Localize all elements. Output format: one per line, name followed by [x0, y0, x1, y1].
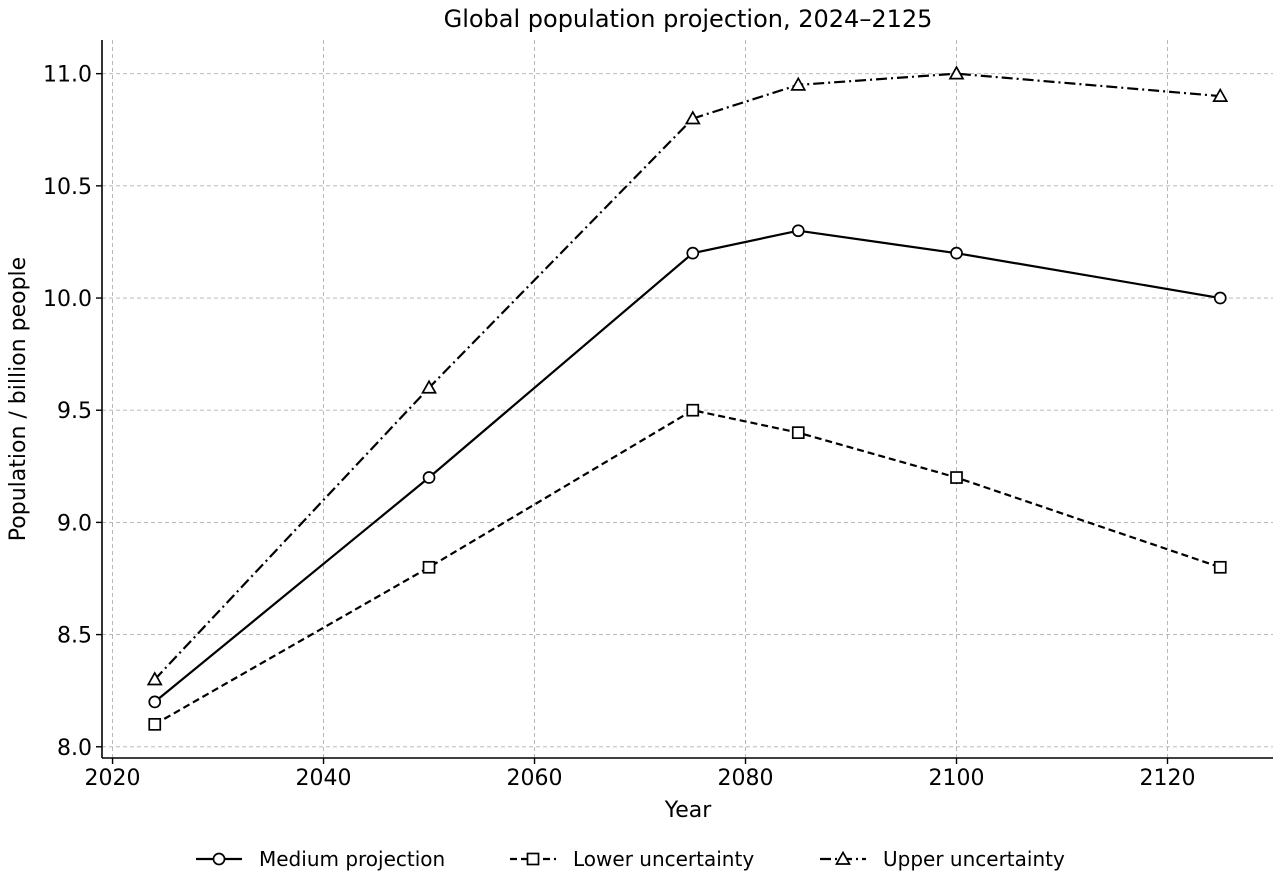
legend-label: Medium projection — [259, 847, 445, 871]
x-tick-label: 2060 — [507, 766, 563, 791]
y-tick-label: 9.0 — [57, 511, 92, 536]
legend-marker — [526, 852, 540, 866]
y-tick-label: 10.5 — [43, 175, 92, 200]
data-point — [1213, 291, 1227, 305]
y-tick-label: 8.0 — [57, 736, 92, 761]
series-upper-uncertainty — [146, 65, 1229, 686]
grid — [102, 40, 1273, 758]
x-tick-label: 2080 — [718, 766, 774, 791]
series-line — [153, 72, 1221, 681]
legend-item: Lower uncertainty — [510, 847, 754, 871]
legend: Medium projection Lower uncertainty Upper … — [196, 847, 1065, 871]
data-point — [146, 671, 163, 686]
x-tick-label: 2120 — [1140, 766, 1196, 791]
data-point — [421, 379, 437, 394]
data-point — [686, 403, 700, 417]
data-point — [686, 246, 700, 260]
y-tick-label: 11.0 — [43, 63, 92, 88]
x-axis-title: Year — [664, 798, 713, 823]
data-point — [791, 426, 805, 440]
data-point — [948, 65, 965, 80]
data-point — [422, 471, 436, 484]
data-point — [148, 695, 162, 709]
legend-item: Upper uncertainty — [820, 847, 1065, 871]
axes: 2020 2040 2060 2080 2100 2120 8.0 8.5 9.0 9.5 10.0… — [43, 40, 1273, 791]
x-tick-label: 2100 — [929, 766, 985, 791]
y-axis-title: Population / billion people — [6, 257, 31, 541]
data-point — [950, 471, 963, 484]
data-point — [791, 224, 805, 238]
legend-marker — [835, 850, 851, 865]
data-point — [684, 110, 701, 125]
y-tick-label: 9.5 — [57, 399, 92, 424]
data-point — [1212, 87, 1229, 102]
data-point — [950, 246, 963, 260]
x-tick-label: 2020 — [85, 766, 141, 791]
series-line — [154, 229, 1221, 703]
data-point — [1213, 560, 1227, 574]
legend-label: Upper uncertainty — [883, 847, 1065, 871]
x-tick-label: 2040 — [296, 766, 352, 791]
chart-title: Global population projection, 2024–2125 — [444, 5, 933, 33]
data-point — [790, 76, 807, 91]
series-layer — [146, 65, 1229, 731]
data-point — [148, 717, 162, 731]
series-line — [154, 409, 1221, 726]
legend-marker — [212, 852, 226, 866]
y-tick-label: 10.0 — [43, 287, 92, 312]
legend-label: Lower uncertainty — [573, 847, 754, 871]
data-point — [422, 560, 436, 574]
legend-item: Medium projection — [196, 847, 445, 871]
y-tick-label: 8.5 — [57, 624, 92, 649]
series-lower-uncertainty — [148, 403, 1227, 731]
series-medium-projection — [148, 224, 1227, 709]
